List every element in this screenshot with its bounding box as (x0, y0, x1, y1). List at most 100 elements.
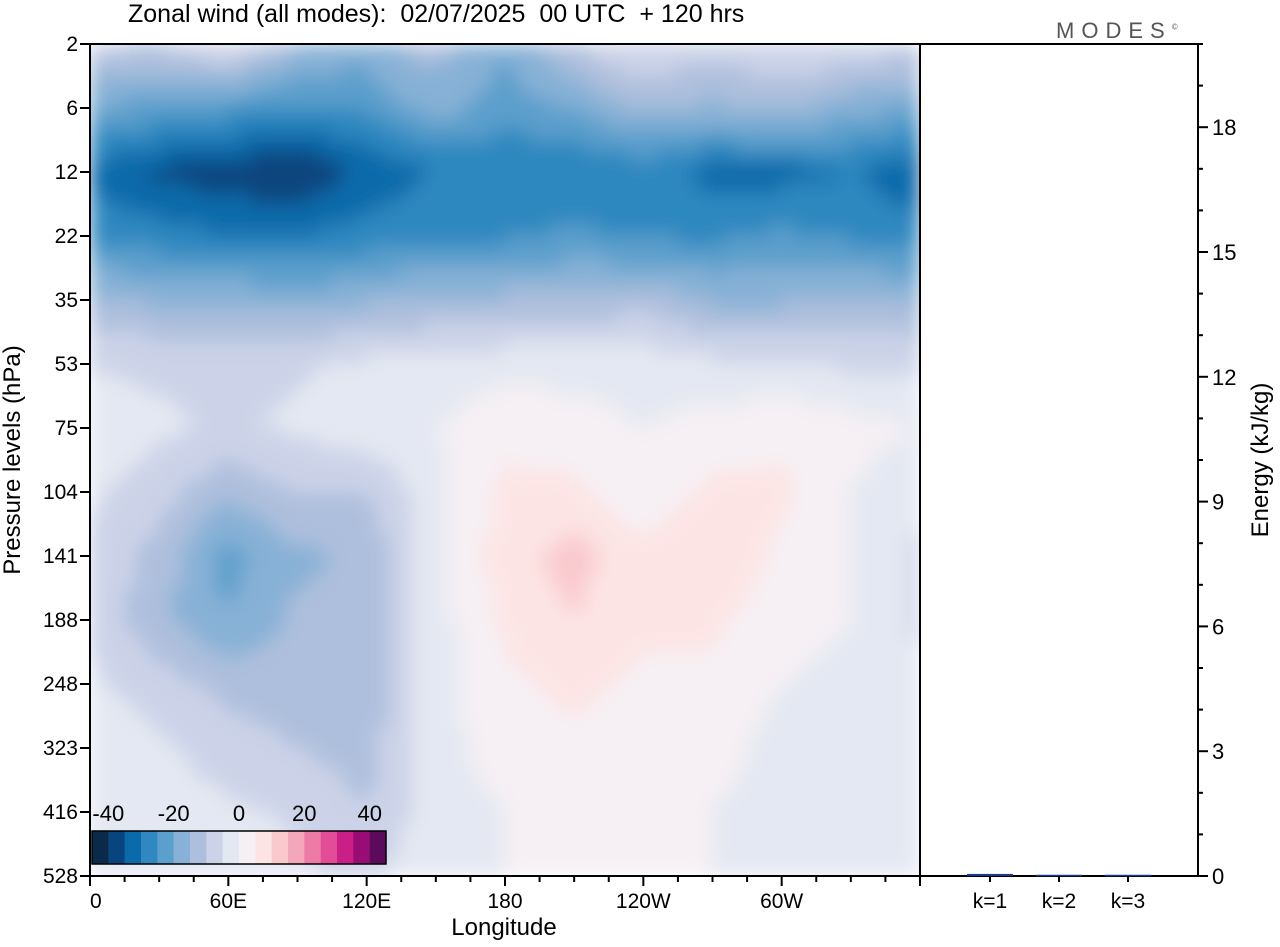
heatmap-cell (239, 299, 252, 312)
heatmap-cell (850, 278, 863, 290)
heatmap-cell (343, 683, 356, 696)
heatmap-cell (112, 96, 126, 109)
heatmap-cell (573, 619, 587, 632)
heatmap-cell (781, 363, 794, 376)
heatmap-cell (158, 310, 172, 322)
heatmap-cell (527, 758, 541, 770)
heatmap-cell (758, 651, 771, 664)
heatmap-cell (642, 192, 656, 205)
heatmap-cell (101, 502, 114, 514)
heatmap-cell (665, 160, 679, 173)
heatmap-cell (873, 246, 886, 258)
heatmap-cell (792, 395, 806, 408)
heatmap-cell (112, 704, 126, 717)
heatmap-cell (631, 459, 644, 472)
heatmap-cell (665, 96, 679, 109)
heatmap-cell (654, 374, 667, 386)
heatmap-cell (550, 150, 564, 162)
heatmap-cell (446, 694, 460, 706)
heatmap-cell (642, 608, 656, 621)
heatmap-cell (792, 523, 806, 536)
heatmap-cell (366, 523, 379, 536)
heatmap-cell (769, 480, 783, 493)
heatmap-cell (654, 288, 667, 301)
heatmap-cell (204, 427, 218, 440)
heatmap-cell (343, 523, 356, 536)
heatmap-cell (492, 150, 506, 162)
heatmap-cell (469, 672, 483, 685)
heatmap-cell (423, 630, 437, 642)
heatmap-cell (423, 480, 437, 493)
heatmap-cell (204, 534, 218, 546)
heatmap-cell (838, 576, 852, 589)
heatmap-cell (389, 342, 402, 354)
heatmap-cell (354, 86, 368, 98)
heatmap-cell (712, 672, 725, 685)
heatmap-cell (596, 267, 610, 280)
heatmap-cell (781, 512, 794, 525)
heatmap-cell (619, 235, 633, 248)
heatmap-cell (677, 86, 690, 98)
heatmap-cell (873, 651, 886, 664)
heatmap-cell (262, 182, 275, 194)
heatmap-cell (320, 512, 333, 525)
heatmap-cell (769, 64, 783, 77)
heatmap-cell (504, 747, 518, 760)
heatmap-cell (712, 416, 725, 429)
heatmap-cell (446, 395, 460, 408)
heatmap-cell (596, 256, 610, 269)
heatmap-cell (412, 683, 425, 696)
heatmap-cell (400, 598, 414, 610)
heatmap-cell (792, 502, 806, 514)
heatmap-cell (573, 768, 587, 781)
heatmap-cell (158, 555, 172, 568)
heatmap-cell (273, 288, 287, 301)
heatmap-cell (861, 44, 875, 56)
heatmap-cell (112, 44, 126, 56)
heatmap-cell (815, 118, 829, 130)
heatmap-cell (504, 342, 518, 354)
heatmap-cell (712, 651, 725, 664)
heatmap-cell (562, 704, 575, 717)
heatmap-cell (492, 555, 506, 568)
heatmap-cell (550, 395, 564, 408)
heatmap-cell (884, 523, 898, 536)
heatmap-cell (158, 491, 172, 504)
heatmap-cell (469, 608, 483, 621)
heatmap-cell (124, 672, 137, 685)
heatmap-cell (227, 96, 241, 109)
heatmap-cell (608, 128, 621, 141)
heatmap-cell (239, 86, 252, 98)
heatmap-cell (642, 598, 656, 610)
heatmap-cell (873, 427, 886, 440)
heatmap-cell (389, 598, 402, 610)
heatmap-cell (573, 192, 587, 205)
heatmap-cell (723, 171, 737, 184)
heatmap-cell (481, 320, 494, 333)
heatmap-cell (642, 331, 656, 344)
heatmap-cell (112, 54, 126, 66)
heatmap-cell (619, 427, 633, 440)
heatmap-cell (769, 224, 783, 237)
heatmap-cell (861, 758, 875, 770)
heatmap-cell (758, 672, 771, 685)
heatmap-cell (850, 267, 863, 280)
heatmap-cell (723, 278, 737, 290)
heatmap-cell (688, 384, 702, 397)
heatmap-cell (423, 470, 437, 482)
heatmap-cell (354, 64, 368, 77)
heatmap-cell (90, 203, 103, 216)
heatmap-cell (838, 694, 852, 706)
heatmap-cell (492, 278, 506, 290)
heatmap-cell (101, 128, 114, 141)
heatmap-cell (562, 54, 575, 66)
heatmap-cell (112, 726, 126, 738)
heatmap-cell (585, 448, 598, 461)
heatmap-cell (389, 736, 402, 749)
heatmap-cell (516, 44, 529, 56)
heatmap-cell (204, 384, 218, 397)
heatmap-cell (827, 203, 840, 216)
heatmap-cell (446, 54, 460, 66)
heatmap-cell (446, 267, 460, 280)
heatmap-cell (239, 363, 252, 376)
